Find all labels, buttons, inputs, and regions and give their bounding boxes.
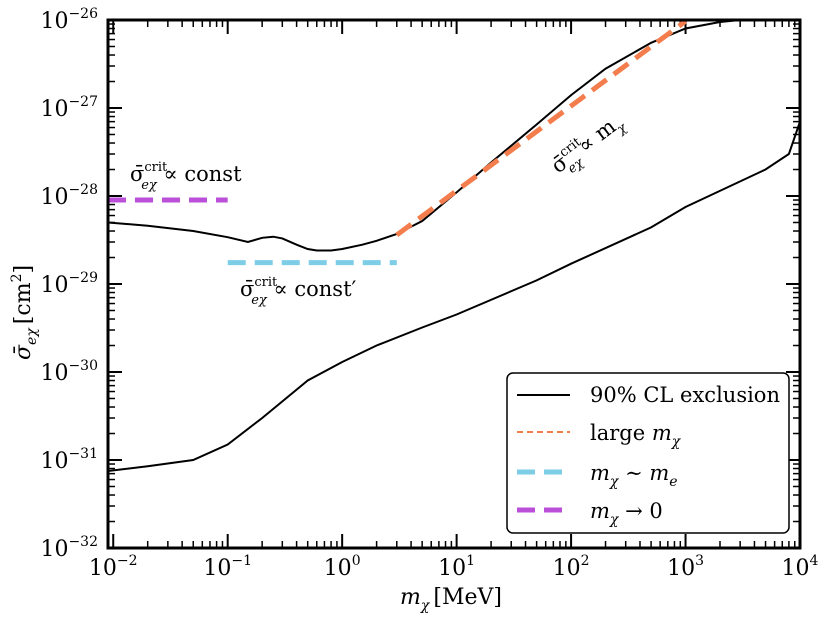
x-tick-label: 10−2 bbox=[89, 553, 138, 581]
series-large-mchi-line bbox=[395, 19, 687, 238]
y-tick-label: 10−26 bbox=[40, 6, 98, 34]
y-tick-label: 10−32 bbox=[40, 534, 98, 562]
legend-box bbox=[506, 372, 790, 534]
y-tick-label: 10−29 bbox=[40, 270, 98, 298]
series-layer bbox=[107, 19, 801, 472]
series-exclusion-curve bbox=[107, 19, 801, 472]
ticks-layer: 10−2 10−1 100 101 102 103 104 10−32 10−31 10−30 10… bbox=[40, 6, 818, 581]
x-tick-label: 100 bbox=[324, 553, 361, 581]
legend-label-large-mchi: large mχ bbox=[590, 421, 682, 450]
annotation-const-prime: σ̄crit eχ ∝ const′ bbox=[240, 275, 357, 308]
y-axis-label: σ̄eχ[cm2] bbox=[9, 265, 40, 360]
annotation-const: σ̄crit eχ ∝ const bbox=[130, 160, 242, 193]
x-tick-label: 10−1 bbox=[203, 553, 252, 581]
x-tick-label: 102 bbox=[553, 553, 590, 581]
legend-label-exclusion: 90% CL exclusion bbox=[590, 383, 780, 407]
legend-label-mchi-me: mχ ∼ me bbox=[590, 461, 678, 490]
x-axis-label: mχ [MeV] bbox=[400, 585, 502, 614]
legend: 90% CL exclusion large mχ mχ ∼ me mχ → 0 bbox=[506, 372, 790, 534]
y-tick-label: 10−31 bbox=[40, 446, 98, 474]
x-tick-label: 103 bbox=[667, 553, 704, 581]
x-tick-label: 101 bbox=[438, 553, 475, 581]
plot-frame bbox=[106, 18, 802, 550]
legend-label-mchi-zero: mχ → 0 bbox=[590, 499, 663, 528]
y-tick-label: 10−28 bbox=[40, 182, 98, 210]
y-tick-label: 10−30 bbox=[40, 358, 98, 386]
x-tick-label: 104 bbox=[782, 553, 819, 581]
y-tick-label: 10−27 bbox=[40, 94, 98, 122]
